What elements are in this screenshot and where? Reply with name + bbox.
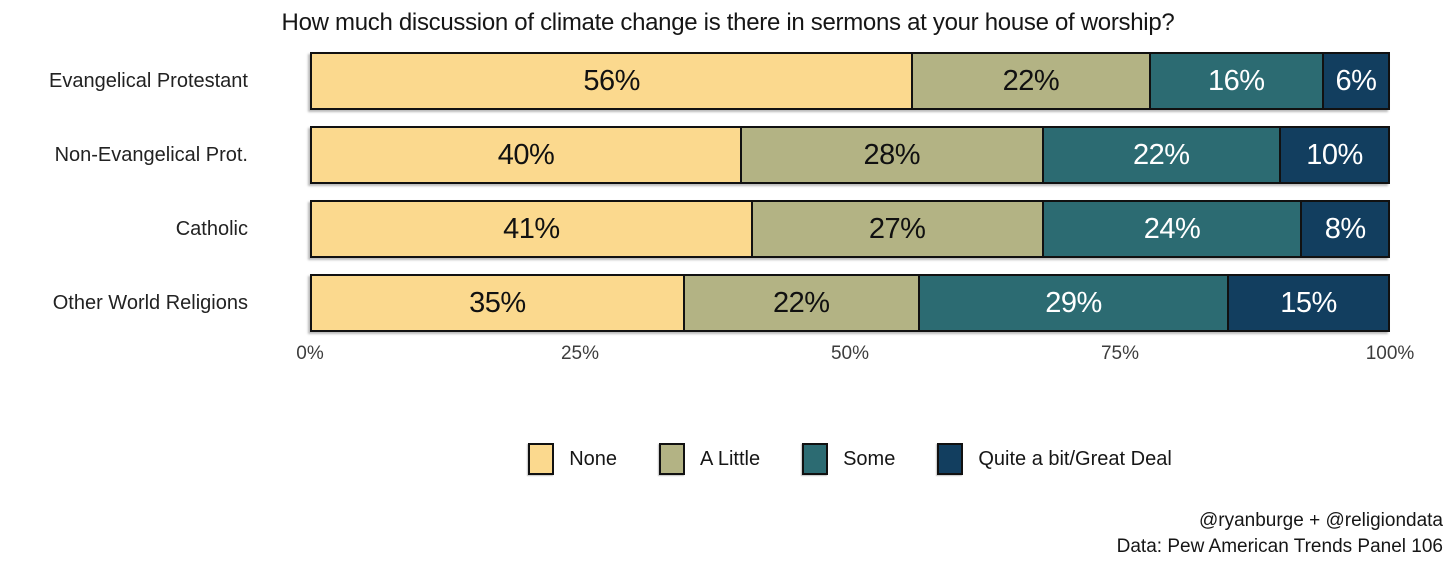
bar-segment: 24% <box>1043 200 1303 258</box>
bar-row: Non-Evangelical Prot. 40% 28% 22% 10% <box>0 126 1456 184</box>
segment-value-label: 56% <box>583 64 640 97</box>
legend-label: Some <box>843 447 896 470</box>
bar-rows: Evangelical Protestant 56% 22% 16% 6% Non-Eva… <box>0 52 1456 348</box>
bar-row: Evangelical Protestant 56% 22% 16% 6% <box>0 52 1456 110</box>
segment-value-label: 16% <box>1207 64 1265 97</box>
x-axis: 0% 25% 50% 75% 100% <box>296 343 1414 367</box>
bar-segment: 27% <box>752 200 1044 258</box>
category-label: Catholic <box>175 217 248 240</box>
bar-track: 56% 22% 16% 6% <box>310 52 1391 110</box>
category-label: Evangelical Protestant <box>48 69 248 92</box>
x-axis-tick-label: 0% <box>296 343 324 364</box>
bar-track: 40% 28% 22% 10% <box>310 126 1390 184</box>
bar-segment: 22% <box>913 52 1151 110</box>
segment-value-label: 41% <box>503 212 560 245</box>
legend-label: A Little <box>700 447 761 470</box>
segment-value-label: 6% <box>1335 64 1377 97</box>
segment-value-label: 40% <box>497 138 555 171</box>
legend-item: Some <box>802 443 895 475</box>
x-axis-tick-label: 50% <box>830 343 870 364</box>
bar-segment: 40% <box>310 126 742 184</box>
legend-swatch <box>528 443 555 475</box>
footer-source: Data: Pew American Trends Panel 106 <box>1116 535 1443 557</box>
bar-track: 41% 27% 24% 8% <box>310 200 1390 258</box>
legend-item: None <box>528 443 617 475</box>
legend-label: None <box>569 447 618 470</box>
segment-value-label: 24% <box>1143 212 1201 245</box>
footer: @ryanburge + @religiondata Data: Pew Ame… <box>1117 508 1443 560</box>
bar-segment: 22% <box>684 274 920 332</box>
bar-segment: 29% <box>919 274 1230 332</box>
legend-swatch <box>937 443 964 475</box>
bar-track: 35% 22% 29% 15% <box>310 274 1390 332</box>
bar-row: Other World Religions 35% 22% 29% 15% <box>0 274 1456 332</box>
bar-segment: 56% <box>310 52 914 110</box>
chart-title: How much discussion of climate change is… <box>281 9 1175 36</box>
bar-segment: 10% <box>1281 126 1390 184</box>
legend-swatch <box>802 443 829 475</box>
bar-segment: 15% <box>1229 274 1390 332</box>
bar-segment: 6% <box>1323 52 1391 110</box>
bar-segment: 35% <box>310 274 685 332</box>
segment-value-label: 22% <box>1002 64 1060 97</box>
legend-item: A Little <box>659 443 760 475</box>
legend-swatch <box>659 443 686 475</box>
x-axis-tick-label: 25% <box>560 343 600 364</box>
category-label: Other World Religions <box>52 291 248 314</box>
bar-segment: 16% <box>1150 52 1324 110</box>
footer-credit: @ryanburge + @religiondata <box>1198 509 1443 531</box>
category-label: Non-Evangelical Prot. <box>54 143 248 166</box>
x-axis-tick-label: 100% <box>1365 343 1415 364</box>
segment-value-label: 22% <box>1133 138 1190 171</box>
bar-segment: 8% <box>1302 200 1390 258</box>
segment-value-label: 27% <box>868 212 926 245</box>
bar-row: Catholic 41% 27% 24% 8% <box>0 200 1456 258</box>
segment-value-label: 22% <box>773 286 830 319</box>
segment-value-label: 35% <box>469 286 526 319</box>
legend-item: Quite a bit/Great Deal <box>937 443 1172 475</box>
segment-value-label: 15% <box>1280 286 1337 319</box>
x-axis-tick-label: 75% <box>1100 343 1140 364</box>
legend-label: Quite a bit/Great Deal <box>978 447 1172 470</box>
bar-segment: 41% <box>310 200 753 258</box>
bar-segment: 28% <box>742 126 1044 184</box>
segment-value-label: 29% <box>1045 286 1102 319</box>
segment-value-label: 10% <box>1306 138 1363 171</box>
segment-value-label: 28% <box>863 138 921 171</box>
bar-segment: 22% <box>1043 126 1281 184</box>
segment-value-label: 8% <box>1324 212 1366 245</box>
legend: None A Little Some Quite a bit/Great Deal <box>310 443 1390 475</box>
